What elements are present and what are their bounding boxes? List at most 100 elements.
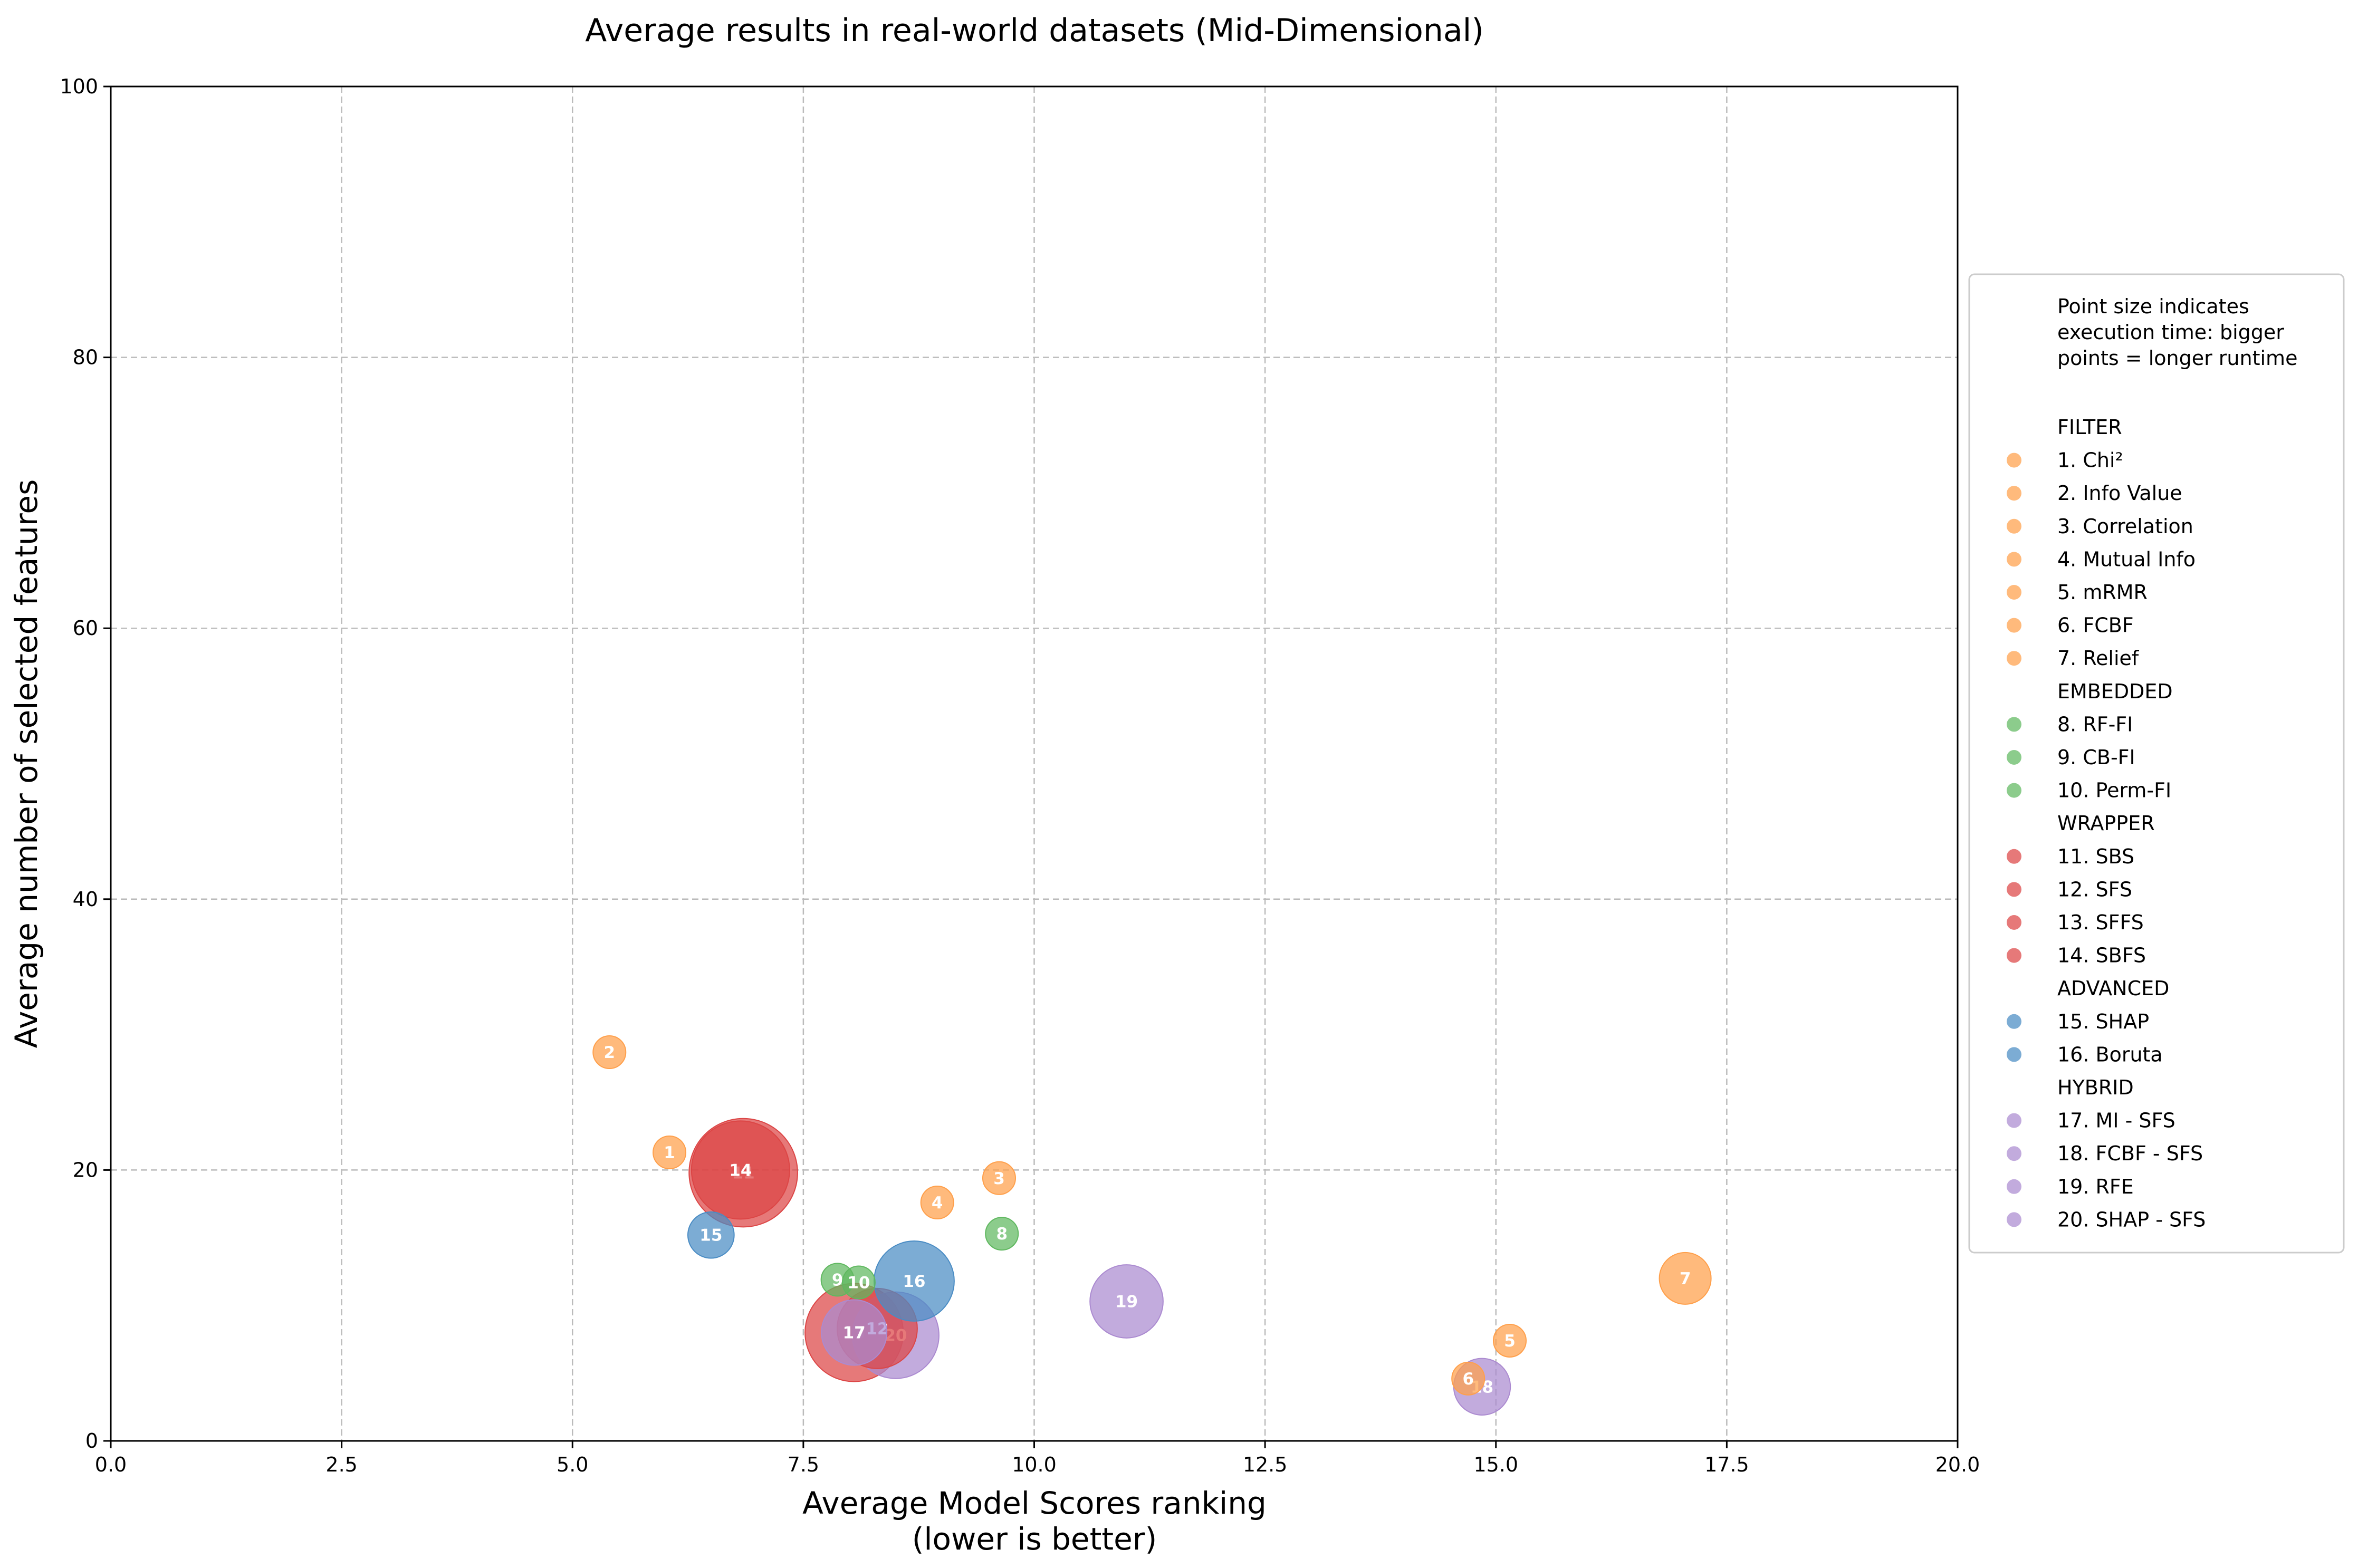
point-marker <box>1659 1252 1712 1305</box>
legend-marker <box>2007 518 2021 534</box>
legend-marker <box>2007 585 2021 600</box>
y-tick-label: 80 <box>73 346 98 369</box>
point-label: 14 <box>729 1161 752 1180</box>
legend-marker <box>2007 1212 2021 1227</box>
legend-marker <box>2007 915 2021 930</box>
legend-marker <box>2007 453 2021 468</box>
point-label: 3 <box>993 1169 1005 1188</box>
data-point-6: 6 <box>1451 1361 1485 1396</box>
point-marker <box>841 1265 876 1300</box>
x-axis-label: Average Model Scores ranking <box>802 1485 1267 1521</box>
y-tick-label: 0 <box>85 1429 98 1452</box>
point-marker <box>687 1211 735 1259</box>
legend-item: 4. Mutual Info <box>2057 547 2196 571</box>
legend-marker <box>2007 1014 2021 1029</box>
legend-marker <box>2007 717 2021 732</box>
legend-marker <box>2007 651 2021 666</box>
legend-group-advanced: ADVANCED <box>2057 977 2169 1000</box>
legend-group-filter: FILTER <box>2057 416 2122 439</box>
legend-item: 9. CB-FI <box>2057 746 2135 769</box>
data-point-14: 14 <box>691 1120 790 1220</box>
legend-marker <box>2007 1047 2021 1062</box>
legend-item: 20. SHAP - SFS <box>2057 1208 2206 1231</box>
x-tick-label: 12.5 <box>1243 1453 1288 1476</box>
point-label: 5 <box>1504 1332 1516 1351</box>
legend-marker <box>2007 486 2021 501</box>
x-tick-label: 20.0 <box>1935 1453 1980 1476</box>
point-label: 16 <box>903 1272 925 1291</box>
point-marker <box>821 1299 888 1366</box>
data-point-10: 10 <box>841 1265 876 1300</box>
y-tick-label: 20 <box>73 1158 98 1181</box>
chart-title: Average results in real-world datasets (… <box>585 12 1483 49</box>
legend-marker <box>2007 618 2021 633</box>
data-point-4: 4 <box>920 1186 954 1220</box>
point-marker <box>592 1035 627 1069</box>
data-point-2: 2 <box>592 1035 627 1069</box>
legend-marker <box>2007 849 2021 864</box>
legend-item: 1. Chi² <box>2057 449 2123 472</box>
point-label: 10 <box>847 1274 870 1293</box>
legend-item: 18. FCBF - SFS <box>2057 1142 2203 1165</box>
legend: Point size indicates execution time: big… <box>1968 273 2345 1254</box>
point-marker <box>920 1186 954 1220</box>
legend-item: 15. SHAP <box>2057 1010 2149 1033</box>
grid-lines <box>111 86 1958 1441</box>
x-tick-label: 7.5 <box>788 1453 819 1476</box>
legend-item: 14. SBFS <box>2057 944 2146 967</box>
point-marker <box>1451 1361 1485 1396</box>
x-tick-label: 2.5 <box>325 1453 357 1476</box>
legend-marker <box>2007 750 2021 765</box>
x-tick-label: 5.0 <box>557 1453 588 1476</box>
legend-marker <box>2007 948 2021 963</box>
point-marker <box>982 1161 1016 1195</box>
point-marker <box>1089 1264 1164 1339</box>
data-point-16: 16 <box>874 1240 955 1322</box>
x-axis-label-line2: (lower is better) <box>912 1521 1157 1557</box>
y-tick-label: 60 <box>73 617 98 640</box>
legend-note-line-3: points = longer runtime <box>2057 347 2297 370</box>
point-marker <box>1493 1323 1527 1358</box>
y-axis-label: Average number of selected features <box>8 479 44 1048</box>
point-label: 15 <box>699 1226 722 1245</box>
legend-entries: FILTER 1. Chi² 2. Info Value 3. Correlation… <box>2007 416 2206 1231</box>
legend-item: 12. SFS <box>2057 878 2132 901</box>
legend-item: 16. Boruta <box>2057 1043 2163 1066</box>
y-tick-label: 40 <box>73 888 98 911</box>
point-label: 8 <box>996 1225 1008 1244</box>
x-tick-label: 17.5 <box>1704 1453 1749 1476</box>
data-point-15: 15 <box>687 1211 735 1259</box>
data-point-1: 1 <box>653 1136 687 1170</box>
legend-item: 10. Perm-FI <box>2057 779 2171 802</box>
legend-item: 11. SBS <box>2057 845 2134 868</box>
legend-marker <box>2007 1146 2021 1161</box>
data-point-7: 7 <box>1659 1252 1712 1305</box>
legend-item: 8. RF-FI <box>2057 713 2133 736</box>
legend-item: 5. mRMR <box>2057 581 2148 604</box>
legend-group-wrapper: WRAPPER <box>2057 812 2155 835</box>
data-point-8: 8 <box>985 1217 1019 1251</box>
legend-note-line-1: Point size indicates <box>2057 295 2249 318</box>
data-point-5: 5 <box>1493 1323 1527 1358</box>
point-label: 4 <box>932 1194 943 1213</box>
data-point-3: 3 <box>982 1161 1016 1195</box>
point-marker <box>985 1217 1019 1251</box>
y-tick-label: 100 <box>60 75 98 98</box>
legend-box <box>1968 273 2345 1254</box>
legend-marker <box>2007 783 2021 798</box>
point-label: 17 <box>843 1324 866 1343</box>
legend-group-embedded: EMBEDDED <box>2057 680 2173 703</box>
point-label: 6 <box>1462 1370 1474 1389</box>
point-marker <box>691 1120 790 1220</box>
point-label: 1 <box>664 1143 675 1162</box>
legend-item: 17. MI - SFS <box>2057 1109 2175 1132</box>
point-label: 19 <box>1115 1292 1138 1311</box>
x-tick-label: 0.0 <box>95 1453 127 1476</box>
data-point-17: 17 <box>821 1299 888 1366</box>
legend-item: 3. Correlation <box>2057 515 2193 538</box>
legend-item: 7. Relief <box>2057 647 2140 670</box>
point-label: 9 <box>832 1271 843 1290</box>
legend-marker <box>2007 1179 2021 1194</box>
legend-item: 13. SFFS <box>2057 911 2144 934</box>
